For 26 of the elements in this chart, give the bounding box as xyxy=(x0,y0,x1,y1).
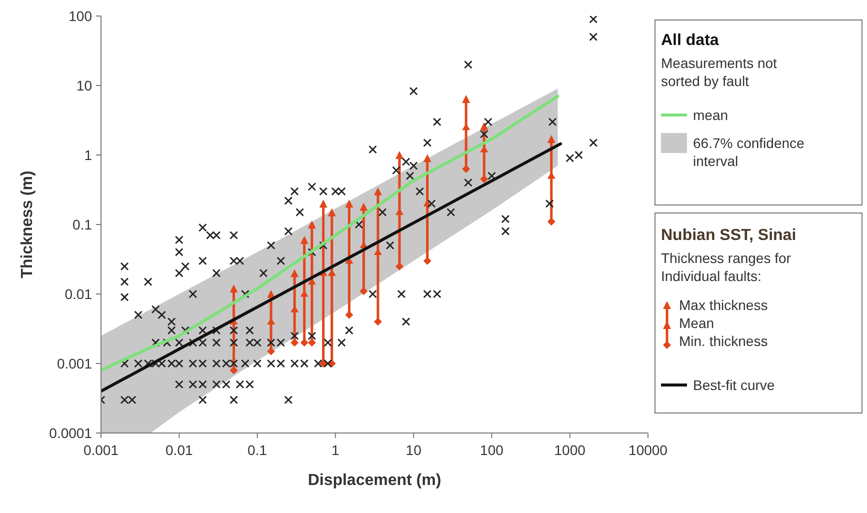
x-tick-label: 100 xyxy=(480,442,504,458)
y-tick-label: 100 xyxy=(68,8,92,24)
x-tick-label: 0.1 xyxy=(248,442,268,458)
y-tick-label: 0.001 xyxy=(56,356,92,372)
y-tick-label: 1 xyxy=(84,147,92,163)
x-axis-title: Displacement (m) xyxy=(308,472,442,489)
legend-label: Best-fit curve xyxy=(693,377,775,393)
y-tick-label: 0.1 xyxy=(72,216,92,232)
x-tick-label: 10000 xyxy=(628,442,668,458)
x-tick-label: 10 xyxy=(406,442,422,458)
text: 66.7% confidence interval xyxy=(693,135,805,169)
y-tick-label: 0.0001 xyxy=(49,425,92,441)
text: All data xyxy=(661,32,719,49)
y-tick-label: 0.01 xyxy=(64,286,92,302)
text: Nubian SST, Sinai xyxy=(661,227,796,244)
legend-label: mean xyxy=(693,107,728,123)
x-tick-label: 1 xyxy=(332,442,340,458)
text: Mean xyxy=(679,315,714,331)
text: Measurements not sorted by fault xyxy=(661,55,778,89)
text: Thickness ranges for Individual faults: xyxy=(661,250,792,284)
text: Max thickness xyxy=(679,297,768,313)
x-tick-label: 0.01 xyxy=(166,442,193,458)
text: Min. thickness xyxy=(679,333,768,349)
x-tick-label: 1000 xyxy=(554,442,586,458)
y-tick-label: 10 xyxy=(76,78,92,94)
y-axis-title: Thickness (m) xyxy=(19,170,36,278)
